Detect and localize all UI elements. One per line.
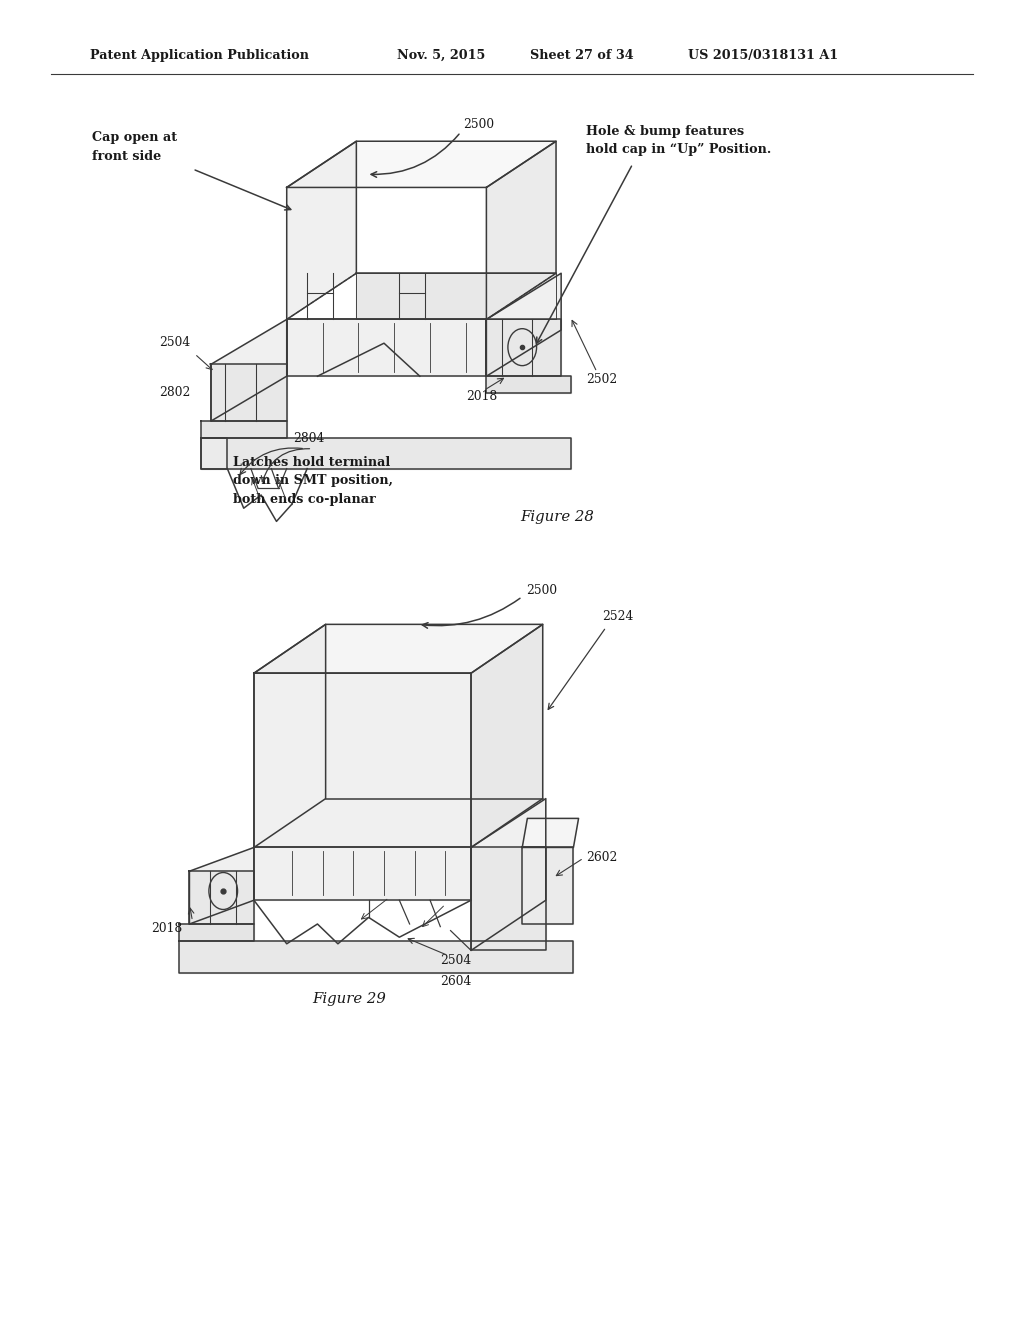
Text: 2504: 2504 (440, 953, 472, 966)
Polygon shape (522, 818, 579, 847)
Polygon shape (201, 438, 227, 469)
Text: hold cap in “Up” Position.: hold cap in “Up” Position. (586, 143, 771, 156)
Polygon shape (254, 673, 471, 847)
Polygon shape (254, 624, 543, 673)
Text: 2018: 2018 (466, 389, 498, 403)
Polygon shape (189, 871, 254, 924)
Polygon shape (522, 847, 573, 924)
Polygon shape (211, 319, 287, 421)
Polygon shape (356, 273, 556, 319)
Text: 2604: 2604 (440, 974, 472, 987)
Polygon shape (471, 799, 546, 950)
Text: 2524: 2524 (602, 610, 634, 623)
Text: Latches hold terminal: Latches hold terminal (233, 455, 391, 469)
Polygon shape (287, 141, 356, 319)
Polygon shape (486, 376, 571, 393)
Text: 2018: 2018 (152, 921, 183, 935)
Polygon shape (201, 421, 287, 438)
Text: front side: front side (92, 149, 162, 162)
Polygon shape (254, 847, 471, 900)
Text: Patent Application Publication: Patent Application Publication (90, 49, 309, 62)
Polygon shape (287, 319, 486, 376)
Polygon shape (486, 273, 561, 376)
Text: 2802: 2802 (159, 385, 190, 399)
Polygon shape (471, 847, 546, 950)
Polygon shape (287, 141, 556, 187)
Text: 2804: 2804 (293, 432, 325, 445)
Polygon shape (211, 364, 287, 421)
Text: both ends co-planar: both ends co-planar (233, 492, 376, 506)
Text: Nov. 5, 2015: Nov. 5, 2015 (397, 49, 485, 62)
Polygon shape (179, 924, 254, 941)
Text: 2500: 2500 (463, 117, 494, 131)
Polygon shape (486, 319, 561, 376)
Polygon shape (179, 941, 573, 973)
Text: Figure 29: Figure 29 (312, 993, 386, 1006)
Text: Sheet 27 of 34: Sheet 27 of 34 (530, 49, 634, 62)
Text: 2502: 2502 (586, 372, 617, 385)
Polygon shape (486, 141, 556, 319)
Text: Figure 28: Figure 28 (520, 511, 594, 524)
Polygon shape (189, 847, 254, 924)
Text: Cap open at: Cap open at (92, 131, 177, 144)
Polygon shape (471, 624, 543, 847)
Text: Hole & bump features: Hole & bump features (586, 124, 743, 137)
Text: down in SMT position,: down in SMT position, (233, 474, 393, 487)
Text: US 2015/0318131 A1: US 2015/0318131 A1 (688, 49, 839, 62)
Polygon shape (254, 624, 326, 847)
Polygon shape (201, 438, 571, 469)
Text: 2602: 2602 (586, 850, 617, 863)
Text: 2504: 2504 (159, 335, 190, 348)
Text: 2500: 2500 (526, 583, 557, 597)
